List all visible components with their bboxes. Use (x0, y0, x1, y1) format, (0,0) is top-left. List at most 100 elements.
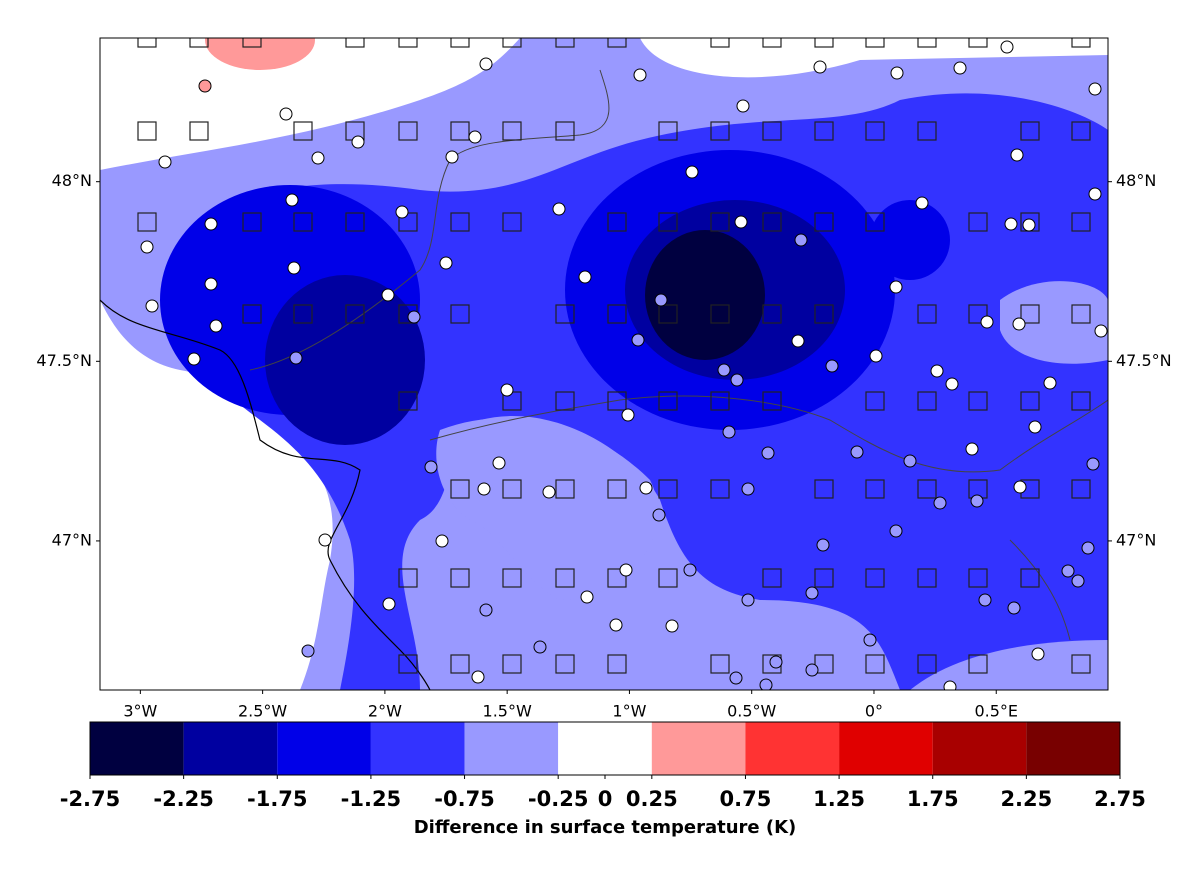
station-dot (741, 593, 755, 607)
grid-square (502, 38, 522, 48)
grid-square (398, 391, 418, 411)
station-dot (407, 310, 421, 324)
station-dot (479, 57, 493, 71)
grid-square (917, 121, 937, 141)
station-dot (965, 442, 979, 456)
station-dot (769, 655, 783, 669)
grid-square (1020, 568, 1040, 588)
station-dot (1013, 480, 1027, 494)
grid-square (710, 304, 730, 324)
grid-square (917, 38, 937, 48)
field-light-patch (910, 640, 1108, 690)
grid-square (865, 38, 885, 48)
river (1009, 539, 1071, 641)
station-dot (850, 445, 864, 459)
station-dot (978, 593, 992, 607)
grid-square (814, 304, 834, 324)
station-dot (915, 196, 929, 210)
station-dot (578, 270, 592, 284)
coastline (100, 299, 431, 690)
station-dot (741, 482, 755, 496)
station-dot (468, 130, 482, 144)
station-dot (1010, 148, 1024, 162)
grid-square (450, 479, 470, 499)
station-dot (435, 534, 449, 548)
grid-square (607, 212, 627, 232)
colorbar-bin (558, 722, 652, 775)
field-stronger (265, 275, 425, 445)
station-dot (1061, 564, 1075, 578)
temperature-field (100, 38, 1108, 690)
station-dot (318, 533, 332, 547)
grid-square (555, 654, 575, 674)
grid-square (607, 568, 627, 588)
station-dot (1028, 420, 1042, 434)
grid-square (398, 38, 418, 48)
station-dot (542, 485, 556, 499)
station-dot (477, 482, 491, 496)
colorbar-bin (464, 722, 559, 775)
grid-square (242, 212, 262, 232)
grid-square (137, 121, 157, 141)
colorbar-bin (370, 722, 465, 775)
station-dot (301, 644, 315, 658)
station-dot (685, 165, 699, 179)
grid-square (555, 391, 575, 411)
station-dot (1094, 324, 1108, 338)
grid-square (450, 38, 470, 48)
station-dot (439, 256, 453, 270)
station-dot (631, 333, 645, 347)
grid-square (658, 121, 678, 141)
grid-square (917, 568, 937, 588)
grid-square (242, 304, 262, 324)
grid-square (607, 391, 627, 411)
station-dot (761, 446, 775, 460)
field-warm (205, 38, 315, 70)
grid-square (865, 654, 885, 674)
station-dot (289, 351, 303, 365)
grid-square (1020, 391, 1040, 411)
x-tick-label: 2.5°W (238, 702, 287, 721)
station-dot (1086, 457, 1100, 471)
station-dot (500, 383, 514, 397)
station-dot (805, 663, 819, 677)
grid-square (293, 304, 313, 324)
grid-square (658, 479, 678, 499)
grid-square (710, 654, 730, 674)
station-dot (722, 425, 736, 439)
station-dot (492, 456, 506, 470)
y-tick-label: 47.5°N (1116, 351, 1172, 370)
colorbar-tick-label: 0.75 (720, 787, 772, 811)
station-dot (311, 151, 325, 165)
colorbar-tick-label: -0.75 (434, 787, 495, 811)
grid-square (607, 38, 627, 48)
station-dot (953, 61, 967, 75)
station-dot (609, 618, 623, 632)
y-tick-label: 48°N (1116, 171, 1156, 190)
grid-square (502, 212, 522, 232)
field-light-patch (436, 418, 658, 600)
grid-square (658, 212, 678, 232)
colorbar-tick-label: -0.25 (528, 787, 589, 811)
grid-square (555, 304, 575, 324)
station-dot (729, 671, 743, 685)
station-dot (445, 150, 459, 164)
grid-square (917, 391, 937, 411)
station-dot (395, 205, 409, 219)
grid-square (189, 121, 209, 141)
grid-square (502, 121, 522, 141)
grid-square (917, 479, 937, 499)
grid-square (502, 568, 522, 588)
grid-square (137, 38, 157, 48)
grid-square (607, 304, 627, 324)
station-dot (279, 107, 293, 121)
station-dot (621, 408, 635, 422)
grid-square (1071, 391, 1091, 411)
grid-square (450, 568, 470, 588)
colorbar-tick-label: 2.75 (1094, 787, 1146, 811)
grid-square (762, 121, 782, 141)
station-dot (1004, 217, 1018, 231)
grid-square (502, 654, 522, 674)
field-light-patch (1000, 281, 1108, 364)
colorbar-bin (839, 722, 933, 775)
